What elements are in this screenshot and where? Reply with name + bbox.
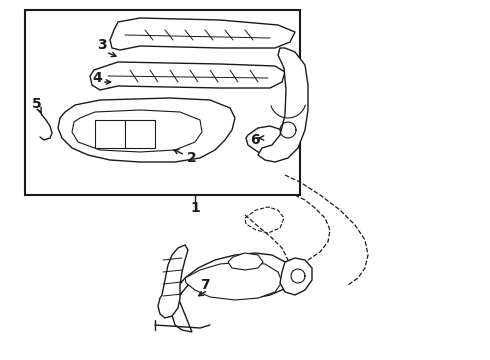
Polygon shape xyxy=(172,253,292,332)
Polygon shape xyxy=(90,62,285,90)
Polygon shape xyxy=(72,110,202,152)
Polygon shape xyxy=(110,18,295,50)
Polygon shape xyxy=(258,48,308,162)
Bar xyxy=(25,10,300,195)
Text: 4: 4 xyxy=(92,71,102,85)
Text: 2: 2 xyxy=(187,151,197,165)
Polygon shape xyxy=(280,258,312,295)
Bar xyxy=(95,120,155,148)
Polygon shape xyxy=(158,245,188,318)
Text: 3: 3 xyxy=(97,38,107,52)
Text: 1: 1 xyxy=(190,201,200,215)
Text: 7: 7 xyxy=(200,278,210,292)
Text: 5: 5 xyxy=(32,97,42,111)
Polygon shape xyxy=(246,126,286,155)
Polygon shape xyxy=(228,253,263,270)
Text: 6: 6 xyxy=(250,133,260,147)
Polygon shape xyxy=(58,98,235,162)
Polygon shape xyxy=(185,262,282,300)
